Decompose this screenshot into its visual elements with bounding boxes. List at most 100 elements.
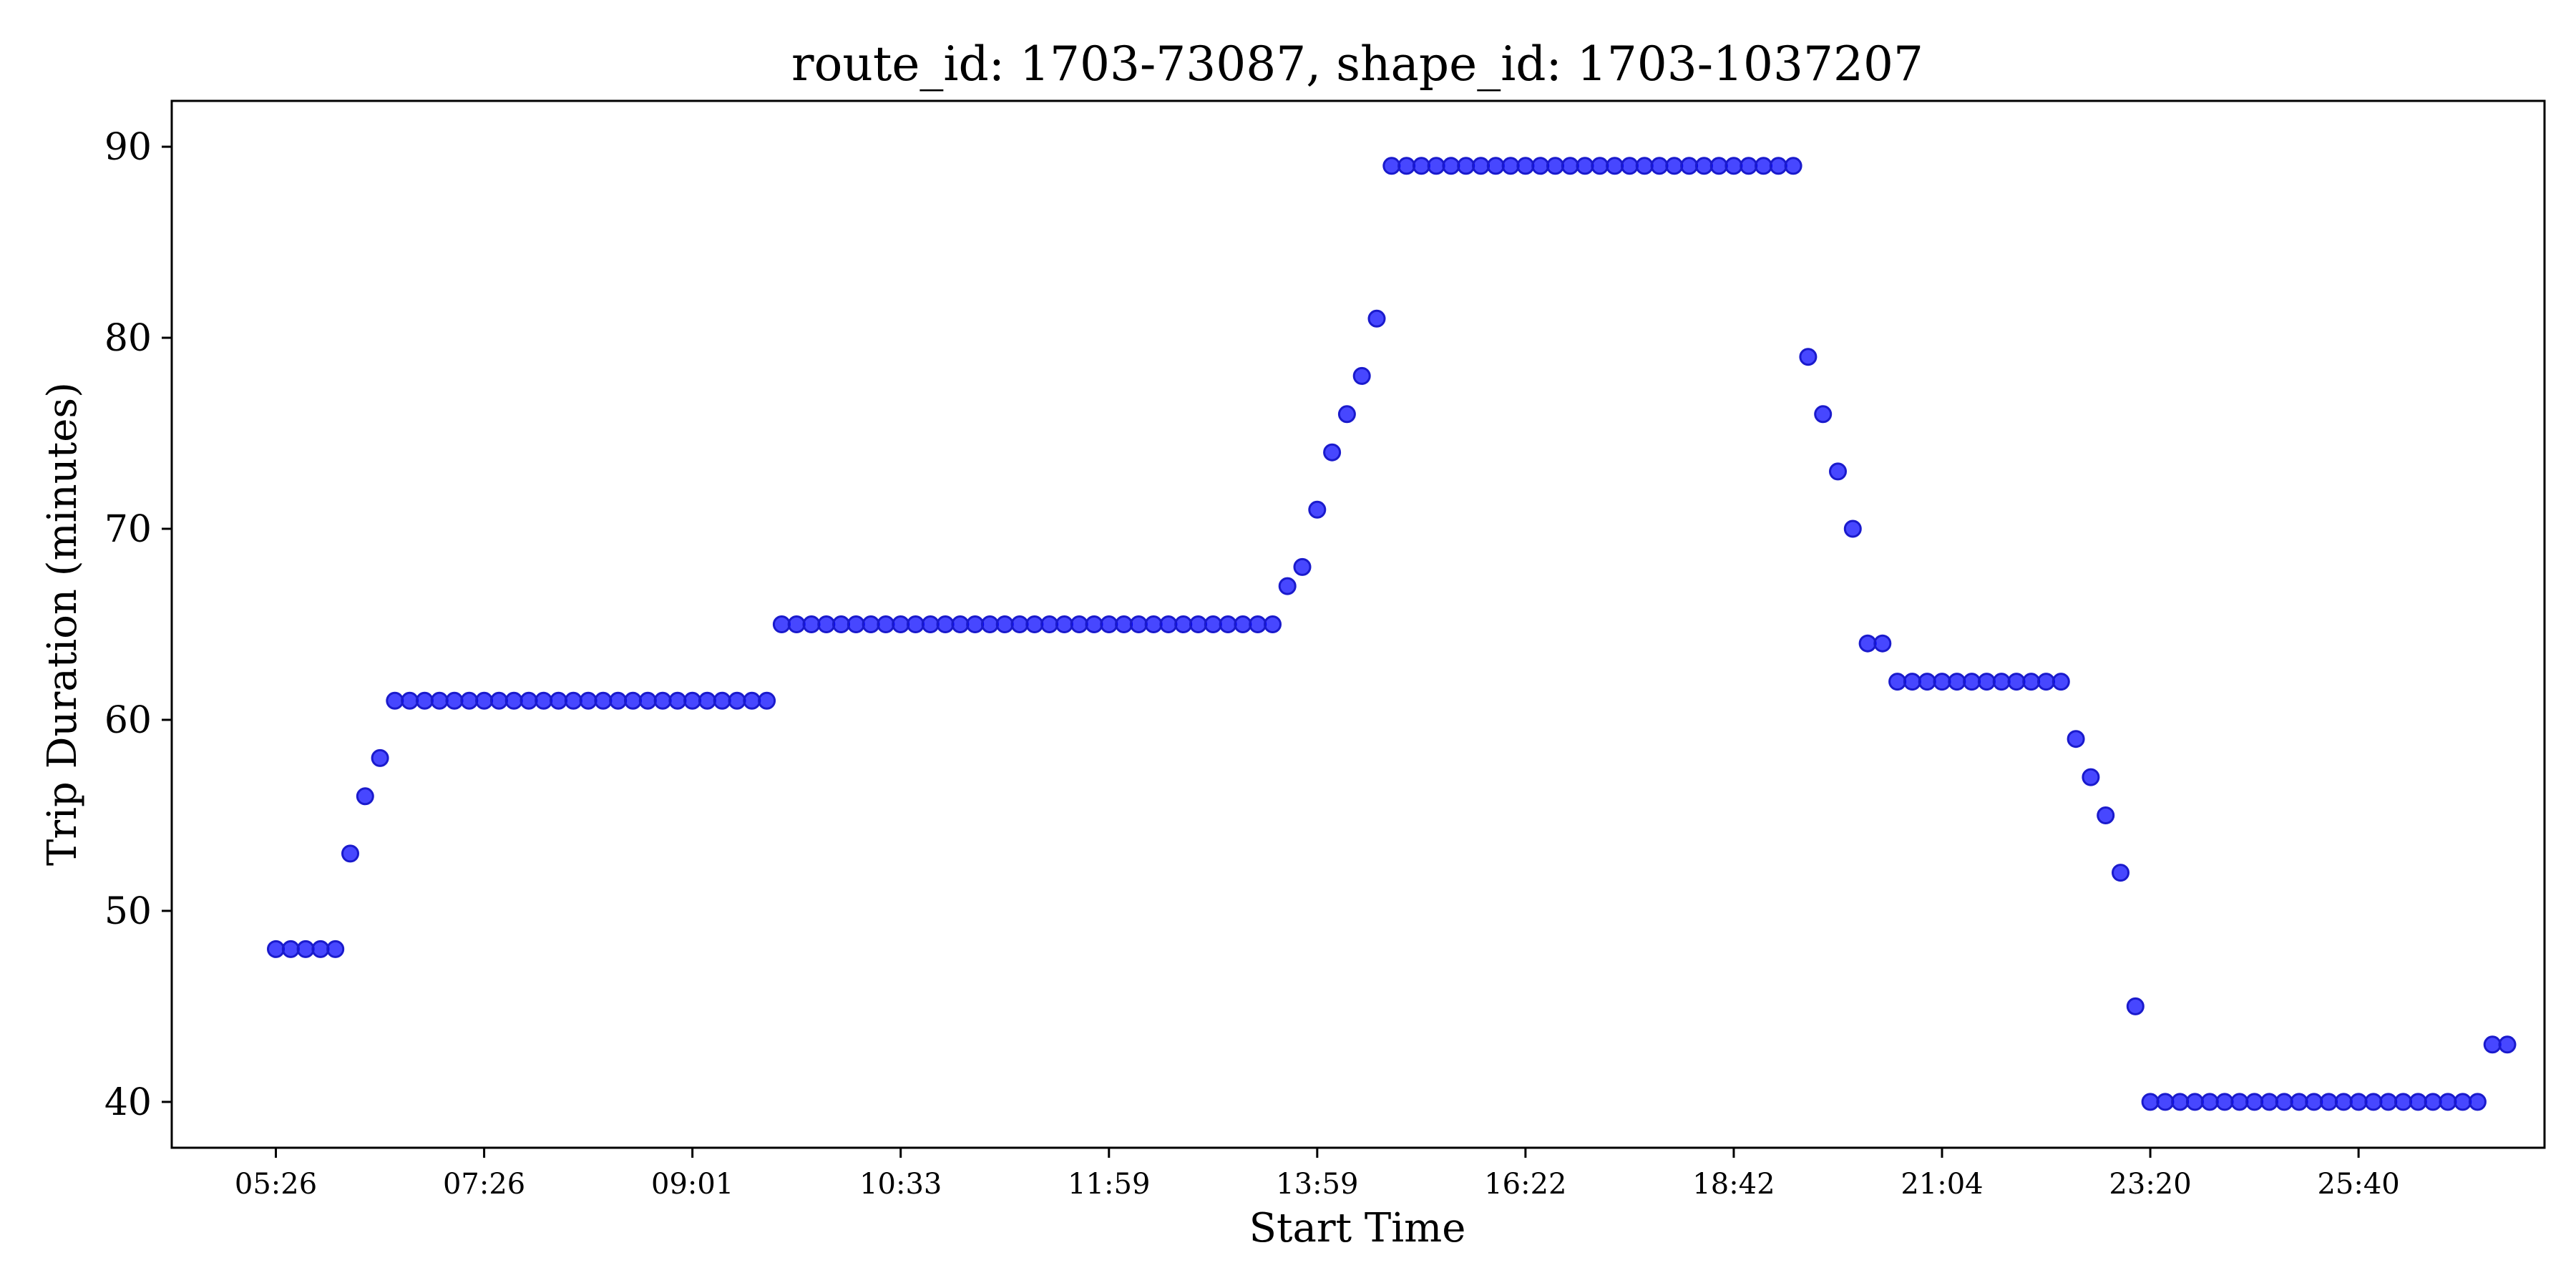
data-point: [1873, 634, 1892, 653]
data-point: [2409, 1093, 2427, 1111]
data-point: [1933, 673, 1951, 691]
data-point: [2051, 673, 2070, 691]
data-point: [1546, 157, 1564, 175]
x-axis: 05:26 07:26 09:01 10:33 11:59 13:59 16:22 18:42…: [235, 1148, 2400, 1201]
data-point: [326, 940, 345, 958]
data-point: [1337, 405, 1356, 424]
data-point: [1635, 157, 1654, 175]
data-point: [1159, 615, 1178, 633]
data-point: [1918, 673, 1936, 691]
data-point: [1501, 157, 1520, 175]
data-point: [1799, 348, 1818, 366]
data-point: [1264, 615, 1282, 633]
x-tick-label: 07:26: [443, 1168, 525, 1201]
data-point: [2394, 1093, 2412, 1111]
data-point: [2112, 864, 2129, 882]
data-point: [1189, 615, 1207, 633]
data-point: [2185, 1093, 2204, 1111]
data-point: [2305, 1093, 2323, 1111]
x-tick-label: 21:04: [1901, 1168, 1983, 1201]
data-point: [1055, 615, 1073, 633]
data-point: [2379, 1093, 2398, 1111]
x-tick-label: 25:40: [2317, 1168, 2399, 1201]
data-point: [489, 691, 508, 710]
data-point: [1740, 157, 1758, 175]
y-tick-label: 40: [104, 1081, 152, 1124]
y-tick-label: 70: [104, 508, 152, 551]
data-point: [2082, 768, 2100, 786]
data-point: [1115, 615, 1133, 633]
data-point: [2334, 1093, 2353, 1111]
data-point: [1650, 157, 1669, 175]
data-point: [1100, 615, 1118, 633]
data-point: [758, 691, 776, 710]
data-point: [1486, 157, 1505, 175]
data-point: [1442, 157, 1460, 175]
data-point: [862, 615, 880, 633]
data-point: [1382, 157, 1401, 175]
data-point: [2290, 1093, 2308, 1111]
data-point: [1204, 615, 1222, 633]
data-point: [668, 691, 687, 710]
data-point: [1903, 673, 1921, 691]
data-point: [1888, 673, 1907, 691]
y-axis-label: Trip Duration (minutes): [39, 382, 86, 866]
data-point: [1591, 157, 1609, 175]
data-point: [713, 691, 731, 710]
data-point: [445, 691, 464, 710]
data-point: [1025, 615, 1044, 633]
data-point: [698, 691, 716, 710]
data-point: [1576, 157, 1594, 175]
data-point: [1085, 615, 1103, 633]
data-point: [1769, 157, 1787, 175]
data-point: [1040, 615, 1059, 633]
data-point: [2097, 806, 2115, 824]
data-point: [311, 940, 330, 958]
data-point: [356, 787, 374, 806]
data-point: [1784, 157, 1802, 175]
data-point: [594, 691, 613, 710]
data-point: [281, 940, 300, 958]
data-point: [728, 691, 746, 710]
data-point: [653, 691, 672, 710]
x-tick-label: 09:01: [651, 1168, 733, 1201]
data-point: [2275, 1093, 2293, 1111]
data-point: [832, 615, 850, 633]
x-tick-label: 16:22: [1484, 1168, 1566, 1201]
data-point: [504, 691, 523, 710]
data-point: [847, 615, 865, 633]
data-point: [415, 691, 434, 710]
data-point: [2454, 1093, 2472, 1111]
data-point: [1724, 157, 1743, 175]
data-point: [2037, 673, 2055, 691]
data-point: [1234, 615, 1252, 633]
x-tick-label: 23:20: [2109, 1168, 2191, 1201]
data-point: [2230, 1093, 2249, 1111]
data-point: [1694, 157, 1713, 175]
data-point: [921, 615, 940, 633]
data-point: [371, 748, 389, 767]
data-point: [1680, 157, 1699, 175]
data-point: [550, 691, 567, 710]
data-point: [1843, 519, 1862, 538]
chart-title: route_id: 1703-73087, shape_id: 1703-103…: [791, 36, 1923, 92]
x-tick-label: 18:42: [1692, 1168, 1775, 1201]
data-point: [1829, 462, 1847, 481]
data-point: [2141, 1093, 2160, 1111]
y-tick-label: 90: [104, 126, 152, 169]
data-point: [772, 615, 791, 633]
data-point: [1367, 309, 1386, 328]
data-point: [296, 940, 315, 958]
data-point: [1397, 157, 1416, 175]
data-point: [1293, 557, 1312, 576]
data-point: [2349, 1093, 2368, 1111]
data-point: [2215, 1093, 2234, 1111]
data-point: [951, 615, 970, 633]
data-point: [1144, 615, 1163, 633]
x-tick-label: 05:26: [235, 1168, 317, 1201]
data-point: [1516, 157, 1535, 175]
data-point: [1457, 157, 1475, 175]
data-point: [535, 691, 553, 710]
data-point: [1010, 615, 1029, 633]
